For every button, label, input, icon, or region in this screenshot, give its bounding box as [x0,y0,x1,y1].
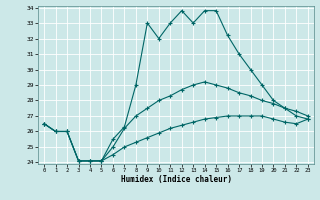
X-axis label: Humidex (Indice chaleur): Humidex (Indice chaleur) [121,175,231,184]
